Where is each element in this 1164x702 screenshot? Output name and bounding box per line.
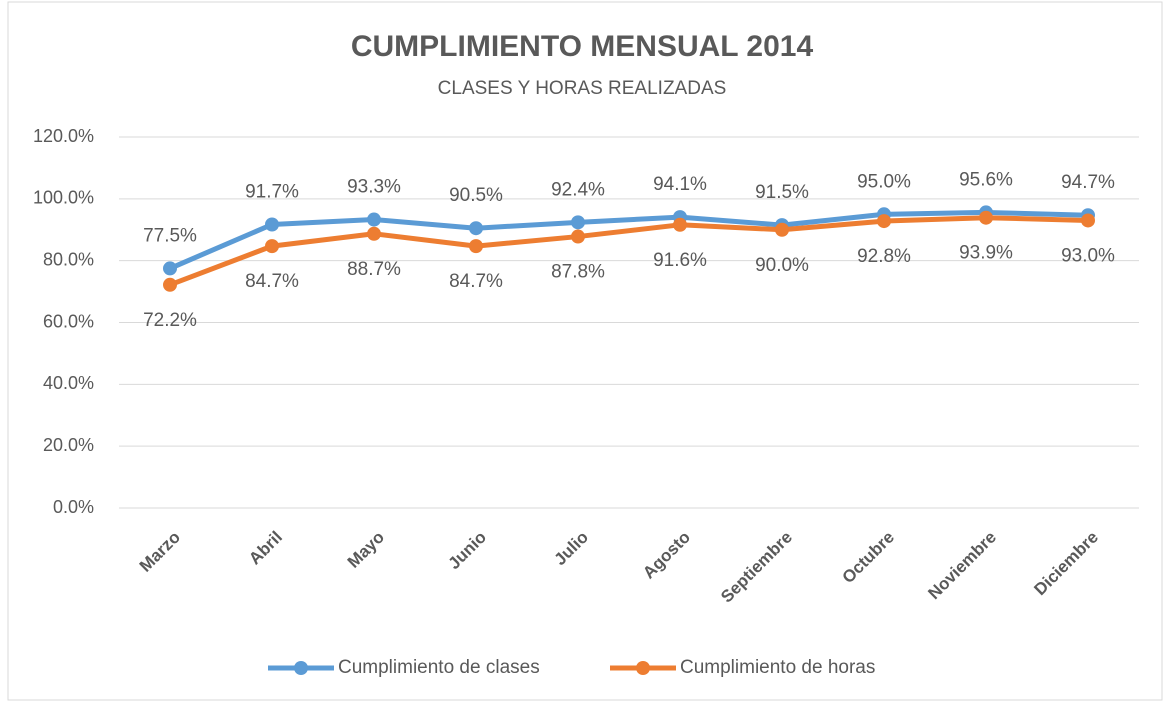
data-label: 94.1% [653, 174, 707, 195]
data-label: 77.5% [143, 225, 197, 246]
chart-border [7, 1, 1163, 701]
legend-label: Cumplimiento de horas [680, 657, 875, 678]
data-label: 93.3% [347, 177, 401, 198]
data-label: 95.0% [857, 171, 911, 192]
data-label: 93.0% [1061, 245, 1115, 266]
data-label: 92.4% [551, 179, 605, 200]
data-label: 91.7% [245, 182, 299, 203]
x-tick-label: Junio [445, 528, 490, 573]
series-line [169, 215, 1089, 288]
point [163, 277, 177, 292]
data-label: 88.7% [347, 259, 401, 280]
x-tick-label: Septiembre [717, 528, 796, 607]
x-tick-label: Marzo [136, 528, 184, 576]
data-label: 90.0% [755, 255, 809, 276]
point [1081, 213, 1095, 228]
point [775, 222, 789, 237]
series-line [169, 209, 1089, 271]
chart-subtitle: CLASES Y HORAS REALIZADAS [438, 78, 727, 99]
data-label: 87.8% [551, 262, 605, 283]
x-tick-label: Mayo [344, 528, 388, 572]
point [571, 215, 585, 230]
point [265, 239, 279, 254]
x-tick-label: Julio [551, 528, 592, 569]
point [673, 217, 687, 232]
x-tick-label: Agosto [639, 528, 694, 583]
y-tick-label: 120.0% [33, 126, 94, 146]
data-label: 95.6% [959, 169, 1013, 190]
point [571, 229, 585, 244]
point [163, 261, 177, 276]
point [877, 214, 891, 229]
data-label: 93.9% [959, 243, 1013, 264]
x-tick-label: Diciembre [1030, 528, 1102, 600]
data-label: 90.5% [449, 185, 503, 206]
y-tick-label: 40.0% [43, 373, 94, 393]
x-tick-label: Octubre [838, 528, 898, 588]
data-label: 84.7% [245, 271, 299, 292]
point [469, 221, 483, 236]
data-label: 72.2% [143, 310, 197, 331]
y-tick-label: 60.0% [43, 311, 94, 331]
y-tick-label: 100.0% [33, 188, 94, 208]
point [469, 239, 483, 254]
data-label: 91.5% [755, 182, 809, 203]
point [367, 226, 381, 241]
y-tick-label: 0.0% [53, 497, 94, 517]
data-label: 84.7% [449, 271, 503, 292]
legend-marker [636, 661, 650, 675]
y-tick-label: 80.0% [43, 249, 94, 269]
data-label: 92.8% [857, 246, 911, 267]
x-tick-label: Noviembre [924, 528, 1000, 604]
point [979, 210, 993, 225]
chart-title: CUMPLIMIENTO MENSUAL 2014 [351, 30, 814, 63]
point [265, 217, 279, 232]
y-tick-label: 20.0% [43, 435, 94, 455]
legend-marker [294, 661, 308, 675]
data-label: 91.6% [653, 250, 707, 271]
x-tick-label: Abril [245, 528, 286, 569]
legend-label: Cumplimiento de clases [338, 657, 540, 678]
data-label: 94.7% [1061, 172, 1115, 193]
point [367, 212, 381, 227]
